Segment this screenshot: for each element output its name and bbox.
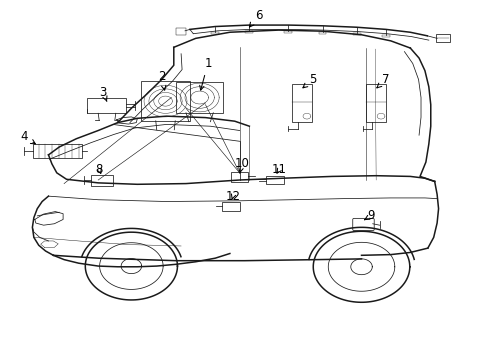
- Text: 8: 8: [95, 163, 102, 176]
- Text: 4: 4: [20, 130, 35, 144]
- Text: 3: 3: [99, 86, 107, 102]
- Text: 6: 6: [249, 9, 263, 27]
- Text: 10: 10: [234, 157, 249, 173]
- Text: 1: 1: [199, 57, 211, 90]
- Text: 9: 9: [364, 210, 374, 222]
- Text: 12: 12: [225, 190, 240, 203]
- Text: 7: 7: [376, 73, 389, 88]
- Text: 5: 5: [302, 73, 316, 88]
- Text: 2: 2: [158, 69, 165, 90]
- Text: 11: 11: [271, 163, 286, 176]
